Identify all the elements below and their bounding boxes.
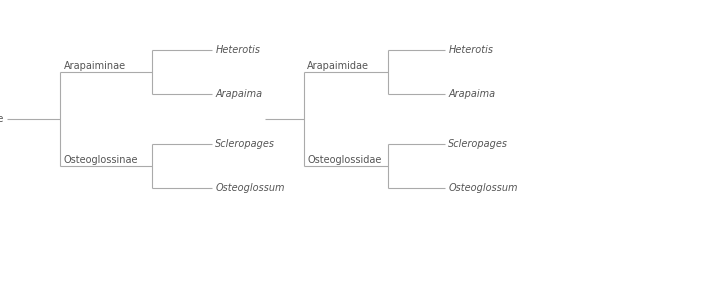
Text: Arapaiminae: Arapaiminae bbox=[64, 61, 126, 71]
Text: Osteoglossidae: Osteoglossidae bbox=[307, 155, 381, 165]
Text: Heterotis: Heterotis bbox=[215, 45, 261, 55]
Text: Arapaima: Arapaima bbox=[448, 89, 496, 99]
Text: Scleropages: Scleropages bbox=[448, 139, 508, 149]
Text: Osteoglossum: Osteoglossum bbox=[448, 183, 517, 193]
Text: Osteoglossinae: Osteoglossinae bbox=[64, 155, 138, 165]
Text: Arapaimidae: Arapaimidae bbox=[307, 61, 369, 71]
Text: Osteoglossidae: Osteoglossidae bbox=[0, 114, 4, 124]
Text: Arapaima: Arapaima bbox=[215, 89, 263, 99]
Text: Osteoglossum: Osteoglossum bbox=[215, 183, 285, 193]
Text: Scleropages: Scleropages bbox=[215, 139, 275, 149]
Text: Heterotis: Heterotis bbox=[448, 45, 493, 55]
